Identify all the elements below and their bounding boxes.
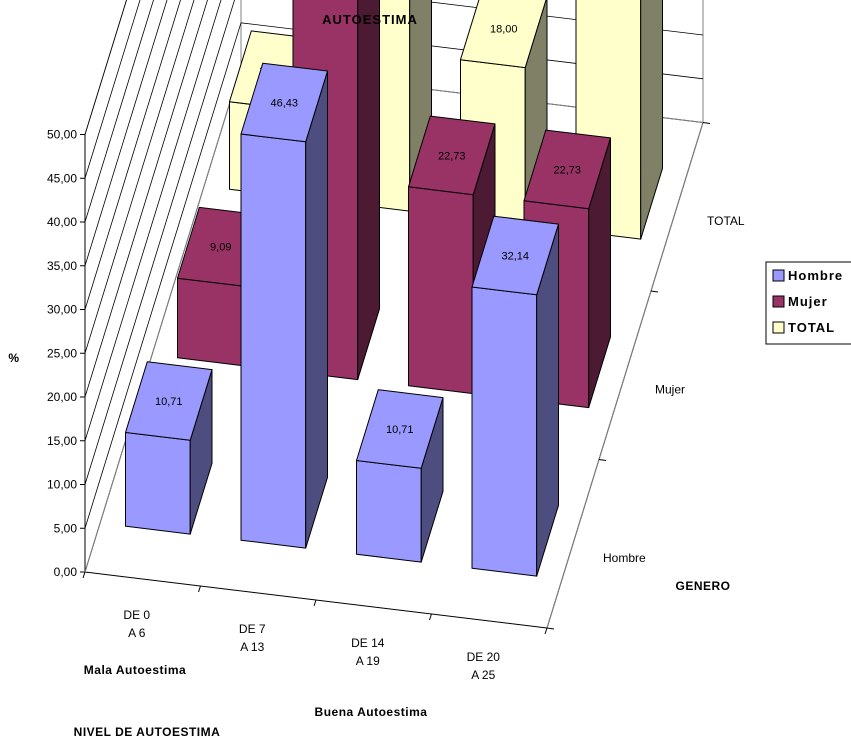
series-axis-label: Hombre [603,551,646,565]
y-tick-label: 25,00 [47,346,77,360]
bar: 46,43 [241,63,328,548]
z-axis-title: GENERO [675,579,730,593]
data-label: 10,71 [386,424,414,436]
bar-side-face [306,71,328,548]
legend: Hombre Mujer TOTAL [766,262,851,344]
category-label-line: A 6 [128,626,146,640]
y-tick-label: 0,00 [54,565,78,579]
bar-front-face [241,134,306,548]
data-label: 22,73 [553,164,581,176]
data-label: 18,00 [490,23,518,35]
legend-swatch [773,322,784,333]
category-label-line: DE 7 [239,622,266,636]
y-tick-label: 20,00 [47,390,77,404]
bar-front-face [178,278,243,365]
data-label: 22,73 [438,150,466,162]
series-axis-label: TOTAL [707,214,745,228]
bar: 10,71 [357,390,444,562]
y-tick-label: 50,00 [47,128,77,142]
series-axis-label: Mujer [655,382,685,396]
z-tick-mark [651,291,658,292]
category-label: DE 20 A 25 [467,650,501,682]
bar-front-face [126,433,191,535]
bar-side-face [641,0,663,239]
bar-front-face [409,187,474,394]
category-label: DE 0 A 6 [123,608,150,640]
legend-label: Mujer [788,294,828,309]
group-label-buena: Buena Autoestima [315,705,428,719]
category-label-line: DE 0 [123,608,150,622]
legend-label: TOTAL [788,320,835,335]
category-label-line: A 13 [240,640,264,654]
category-label-line: DE 20 [467,650,501,664]
y-axis-title: % [8,351,19,365]
y-tick-label: 35,00 [47,259,77,273]
data-label: 10,71 [155,396,183,408]
x-tick-mark [430,614,432,620]
data-label: 46,43 [270,97,298,109]
group-label-mala: Mala Autoestima [84,663,186,677]
category-label-line: A 19 [356,654,380,668]
data-label: 32,14 [501,251,529,263]
category-label: DE 7 A 13 [239,622,266,654]
category-label-line: DE 14 [351,636,385,650]
bar-side-face [358,0,380,380]
x-tick-mark [545,628,547,634]
x-tick-mark [199,586,201,592]
y-tick-label: 45,00 [47,171,77,185]
z-tick-mark [599,460,606,461]
y-tick-label: 10,00 [47,478,77,492]
z-tick-mark [703,123,710,124]
x-axis-title: NIVEL DE AUTOESTIMA [74,725,221,739]
y-tick-label: 40,00 [47,215,77,229]
x-tick-mark [314,600,316,606]
y-tick-label: 15,00 [47,434,77,448]
bar-front-face [472,287,537,576]
category-label: DE 14 A 19 [351,636,385,668]
category-label-line: A 25 [471,668,495,682]
y-tick-label: 30,00 [47,303,77,317]
chart-title: AUTOESTIMA [322,12,418,27]
z-tick-mark [547,628,554,629]
data-label: 9,09 [210,242,231,254]
bar: 32,14 [472,216,559,576]
y-tick-label: 5,00 [54,521,78,535]
legend-swatch [773,270,784,281]
legend-swatch [773,296,784,307]
x-tick-mark [83,572,85,578]
legend-label: Hombre [788,268,843,283]
bar-front-face [357,461,422,563]
